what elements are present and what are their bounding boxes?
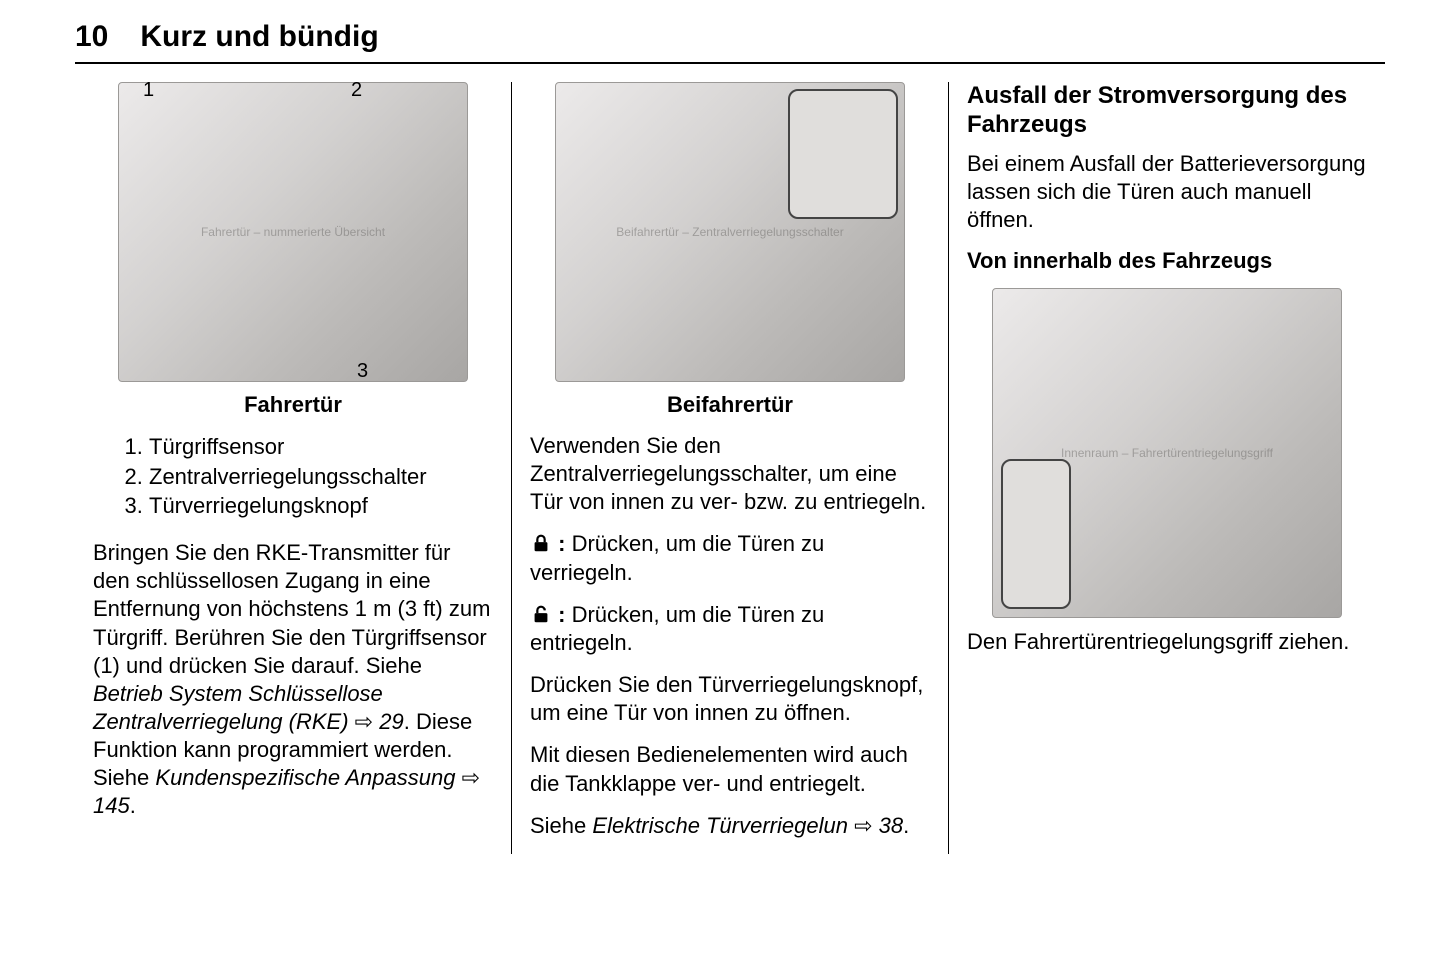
heading-power-failure: Ausfall der Stromversorgung des Fahrzeug…	[967, 82, 1367, 140]
xref-arrow-icon: ⇨	[462, 765, 480, 790]
page-header: 10 Kurz und bündig	[75, 20, 1385, 64]
paragraph-see-electric-lock: Siehe Elektrische Türverriegelun ⇨ 38.	[530, 812, 930, 840]
paragraph-door-button: Drücken Sie den Türverriegelungsknopf, u…	[530, 671, 930, 727]
callout-2: 2	[351, 79, 362, 102]
paragraph-power-failure: Bei einem Ausfall der Batterieversorgung…	[967, 150, 1367, 234]
column-1: Fahrertür – nummerierte Übersicht 1 2 3 …	[75, 82, 511, 854]
subheading-inside: Von innerhalb des Fahrzeugs	[967, 248, 1367, 274]
figure-caption-passenger: Beifahrertür	[530, 392, 930, 418]
figure-alt: Fahrertür – nummerierte Übersicht	[201, 225, 385, 239]
manual-page: 10 Kurz und bündig Fahrertür – nummerier…	[0, 0, 1445, 965]
text: Bringen Sie den RKE-Transmitter für den …	[93, 540, 490, 678]
xref-arrow-icon: ⇨	[355, 709, 373, 734]
text: .	[130, 793, 136, 818]
see-label: Siehe	[530, 813, 592, 838]
content-columns: Fahrertür – nummerierte Übersicht 1 2 3 …	[75, 82, 1385, 854]
lock-text: Drücken, um die Türen zu verriegeln.	[530, 531, 824, 584]
legend-list: Türgriffsensor Zentralverriegelungsschal…	[149, 432, 493, 521]
icon-colon: :	[552, 602, 572, 627]
xref-electric-lock: Elektrische Türverriegelun ⇨ 38	[592, 813, 903, 838]
column-3: Ausfall der Stromversorgung des Fahrzeug…	[948, 82, 1385, 854]
lock-switch-callout	[788, 89, 898, 219]
legend-item-3: Türverriegelungsknopf	[149, 491, 493, 521]
figure-driver-door: Fahrertür – nummerierte Übersicht 1 2 3	[118, 82, 468, 382]
lock-open-icon	[530, 603, 552, 625]
callout-1: 1	[143, 79, 154, 102]
figure-caption-driver: Fahrertür	[93, 392, 493, 418]
legend-item-2: Zentralverriegelungsschalter	[149, 462, 493, 492]
paragraph-rke: Bringen Sie den RKE-Transmitter für den …	[93, 539, 493, 821]
period: .	[903, 813, 909, 838]
paragraph-fuel-door: Mit diesen Bedienelementen wird auch die…	[530, 741, 930, 797]
callout-3: 3	[357, 360, 368, 383]
release-handle-callout	[1001, 459, 1071, 609]
paragraph-pull-handle: Den Fahrertürentriegelungsgriff ziehen.	[967, 628, 1367, 656]
xref-arrow-icon: ⇨	[854, 813, 872, 838]
figure-interior-release: Innenraum – Fahrertürentriegelungsgriff	[992, 288, 1342, 618]
chapter-title: Kurz und bündig	[140, 20, 378, 54]
unlock-text: Drücken, um die Türen zu entriegeln.	[530, 602, 824, 655]
xref-rke: Betrieb System Schlüssellose Zentralverr…	[93, 681, 404, 734]
figure-alt: Innenraum – Fahrertürentriegelungsgriff	[1061, 446, 1273, 460]
paragraph-central-lock: Verwenden Sie den Zentralverriegelungssc…	[530, 432, 930, 516]
lock-closed-icon	[530, 532, 552, 554]
figure-alt: Beifahrertür – Zentralverriegelungsschal…	[616, 225, 843, 239]
legend-item-1: Türgriffsensor	[149, 432, 493, 462]
figure-passenger-door: Beifahrertür – Zentralverriegelungsschal…	[555, 82, 905, 382]
unlock-instruction: : Drücken, um die Türen zu entriegeln.	[530, 601, 930, 657]
page-number: 10	[75, 20, 108, 54]
icon-colon: :	[552, 531, 572, 556]
lock-instruction: : Drücken, um die Türen zu verriegeln.	[530, 530, 930, 586]
column-2: Beifahrertür – Zentralverriegelungsschal…	[511, 82, 948, 854]
